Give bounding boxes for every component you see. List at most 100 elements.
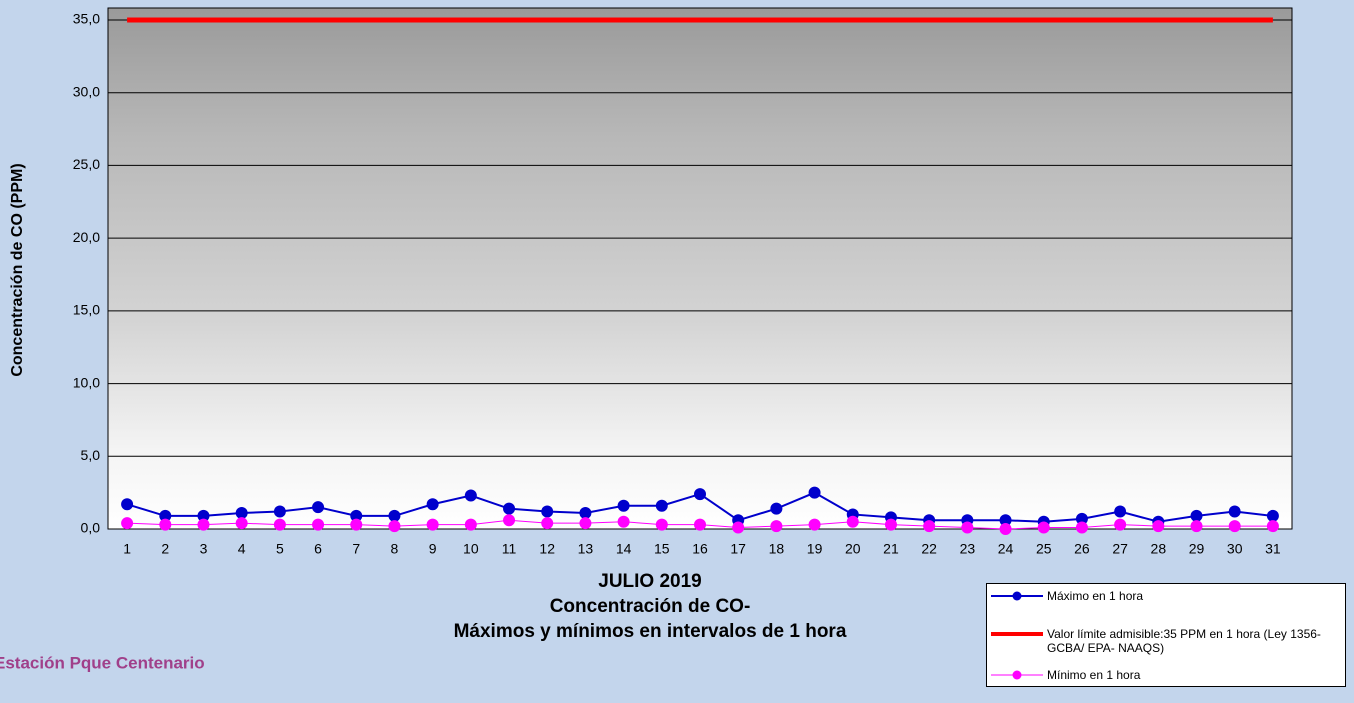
point [1037,521,1050,534]
y-tick-label: 0,0 [81,520,101,536]
point [464,518,477,531]
x-tick-label: 22 [921,541,937,557]
x-tick-label: 14 [616,541,632,557]
x-tick-label: 18 [769,541,785,557]
x-tick-label: 5 [276,541,284,557]
title: JULIO 2019 [598,571,702,592]
title: Concentración de CO- [550,596,751,617]
x-tick-label: 12 [539,541,555,557]
y-tick-label: 35,0 [73,11,100,27]
point [961,521,974,534]
legend-label: Máximo en 1 hora [1047,589,1144,603]
x-tick-label: 6 [314,541,322,557]
point [884,518,897,531]
x-tick-label: 21 [883,541,899,557]
y-tick-label: 25,0 [73,156,100,172]
plot-area [107,7,1293,530]
point [1114,518,1127,531]
x-tick-label: 30 [1227,541,1243,557]
x-tick-label: 24 [998,541,1014,557]
point [312,518,325,531]
x-tick-label: 13 [578,541,594,557]
legend-icon [991,670,1043,680]
point [694,518,706,531]
point [159,518,172,531]
x-tick-label: 25 [1036,541,1052,557]
point [579,507,592,520]
point [617,499,630,512]
point [655,499,668,512]
legend-icon [991,591,1043,601]
y-tick-label: 30,0 [73,83,100,99]
point [999,523,1012,535]
point [1075,521,1088,534]
point [388,509,401,522]
x-tick-label: 15 [654,541,670,557]
legend-label: Mínimo en 1 hora [1047,668,1141,682]
legend-item: Máximo en 1 hora [991,589,1347,603]
x-tick-label: 20 [845,541,861,557]
point [541,517,554,530]
point [503,514,516,527]
point [579,517,592,530]
y-axis-label: Concentración de CO (PPM) [9,163,26,376]
point [732,521,745,534]
legend: Máximo en 1 hora Valor límite admisible:3… [986,583,1346,687]
x-tick-label: 29 [1189,541,1205,557]
point [923,520,936,533]
x-tick-label: 10 [463,541,479,557]
x-tick-label: 2 [161,541,169,557]
title: Máximos y mínimos en intervalos de 1 hor… [454,621,847,642]
point [426,518,439,531]
point [235,517,248,530]
x-tick-label: 16 [692,541,708,557]
x-tick-label: 11 [502,541,517,557]
point [197,518,210,531]
x-tick-label: 27 [1112,541,1128,557]
point [1266,520,1279,533]
point [541,505,554,518]
x-tick-label: 3 [200,541,208,557]
point [617,515,630,528]
point [503,502,516,515]
x-tick-label: 7 [352,541,360,557]
legend-icon [991,632,1043,636]
point [235,507,248,520]
point [312,501,325,514]
x-tick-label: 8 [391,541,399,557]
point [273,505,286,518]
point [1114,505,1127,518]
point [808,486,821,499]
x-tick-label: 26 [1074,541,1090,557]
legend-marker [1012,591,1022,601]
point [1228,505,1241,518]
point [770,502,783,515]
y-tick-label: 5,0 [81,447,101,463]
legend-item: Valor límite admisible:35 PPM en 1 hora … [991,627,1347,655]
point [121,498,134,511]
point [426,498,439,511]
station-label: Estación Pque Centenario [0,653,205,672]
legend-label: Valor límite admisible:35 PPM en 1 hora … [1047,627,1321,655]
point [808,518,821,531]
y-tick-label: 15,0 [73,302,100,318]
x-tick-label: 4 [238,541,246,557]
y-tick-label: 10,0 [73,374,100,390]
x-tick-label: 31 [1265,541,1281,557]
point [464,489,477,502]
legend-item: Mínimo en 1 hora [991,668,1347,682]
point [1228,520,1241,533]
legend-marker [1012,670,1022,680]
point [350,518,363,531]
x-tick-label: 1 [123,541,131,557]
point [388,520,401,533]
x-tick-label: 17 [730,541,746,557]
point [1152,520,1165,533]
x-tick-label: 23 [960,541,976,557]
x-tick-label: 19 [807,541,823,557]
point [846,515,859,528]
point [694,488,706,501]
point [1190,520,1203,533]
